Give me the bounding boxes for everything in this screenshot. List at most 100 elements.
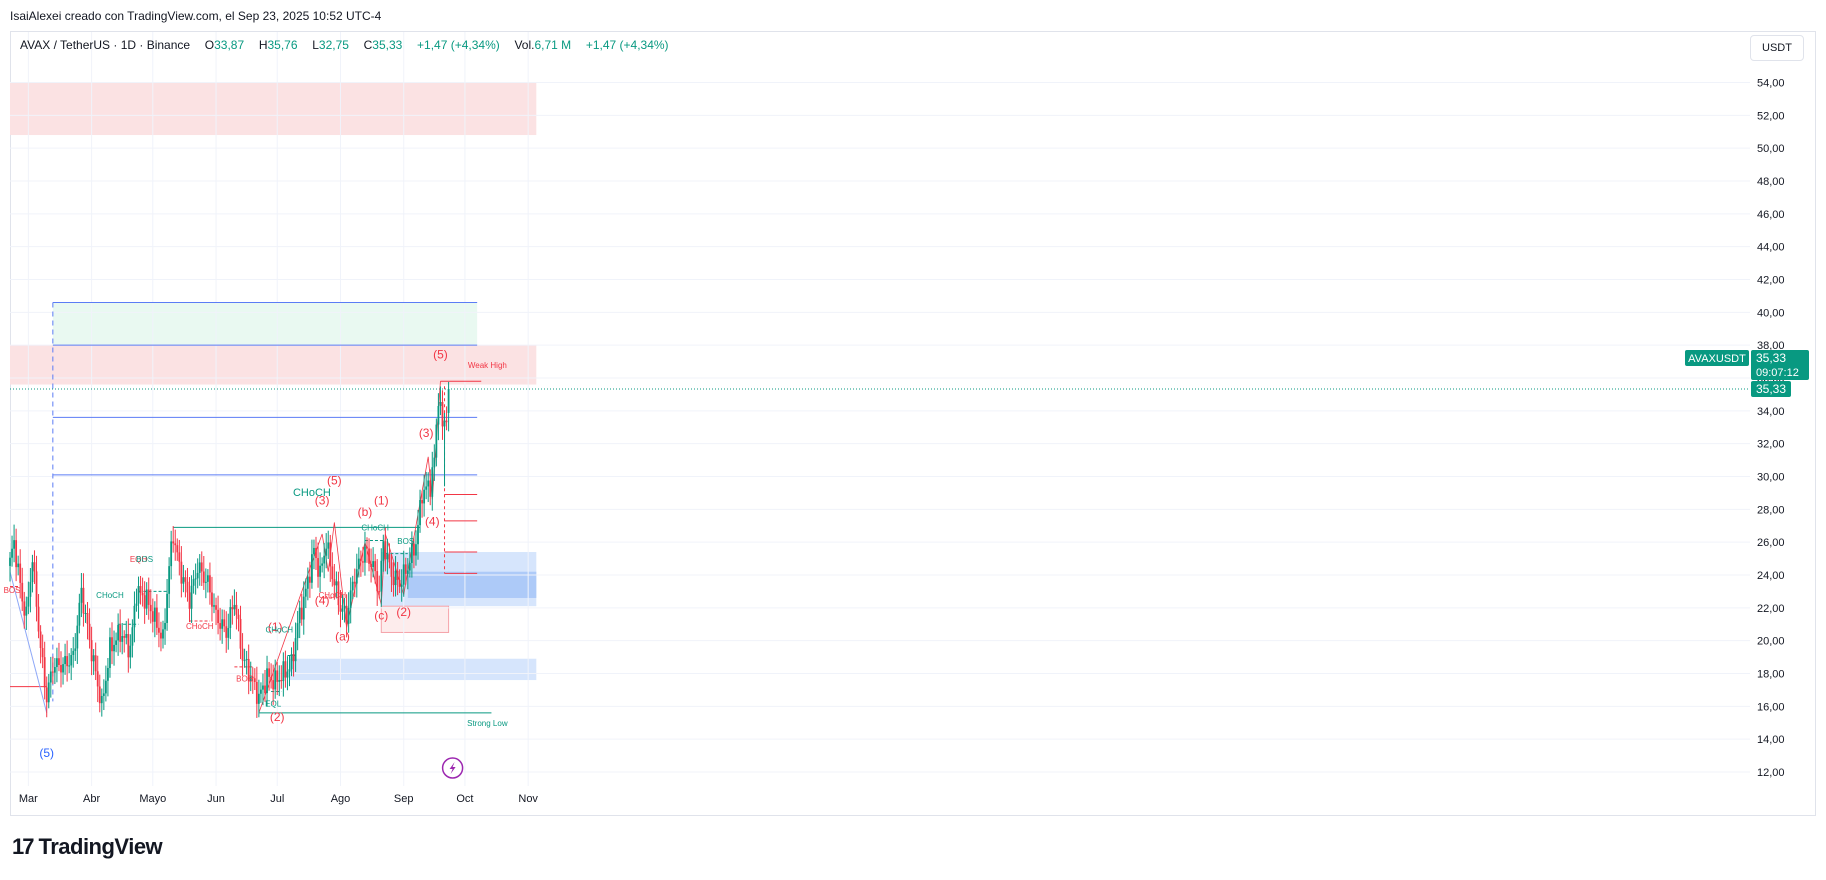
candle-body	[317, 558, 319, 577]
candle-body	[200, 562, 203, 572]
candle-body	[441, 402, 444, 427]
candle-body	[206, 575, 209, 582]
legend-vol-change: +1,47 (+4,34%)	[585, 38, 669, 52]
candle-body	[364, 546, 366, 563]
candle-body	[100, 695, 103, 704]
candle-body	[433, 457, 436, 468]
y-tick-label: 34,00	[1757, 406, 1785, 418]
candle-body	[102, 693, 105, 696]
legend-symbol[interactable]: AVAX / TetherUS · 1D · Binance	[20, 38, 191, 52]
candle-body	[321, 563, 324, 566]
legend-open-value: 33,87	[214, 38, 245, 52]
candle-body	[188, 592, 191, 609]
candle-body	[135, 603, 138, 606]
candle-body	[413, 543, 415, 556]
candle-body	[198, 562, 201, 573]
annotation-label: CHoCH	[293, 487, 331, 499]
candle-body	[421, 500, 423, 504]
candle-body	[19, 563, 22, 583]
annotation-label: CHoCH	[319, 591, 347, 600]
candle-body	[382, 541, 385, 561]
candle-body	[357, 558, 360, 570]
candle-body	[66, 656, 69, 667]
candle-body	[435, 424, 438, 458]
candle-body	[9, 557, 11, 566]
legend-close-value: 35,33	[372, 38, 403, 52]
candle-body	[184, 577, 187, 582]
candle-body	[27, 596, 30, 607]
x-tick-label: Mar	[19, 793, 38, 805]
tradingview-logo[interactable]: 17 TradingView	[12, 833, 163, 861]
x-tick-label: Jun	[207, 793, 225, 805]
zone-demand-lower	[289, 658, 537, 681]
legend-low-value: 32,75	[318, 38, 349, 52]
tradingview-logo-icon: 17	[12, 834, 35, 859]
candle-body	[90, 640, 93, 662]
candle-body	[186, 581, 189, 593]
currency-selector[interactable]: USDT	[1750, 35, 1804, 61]
candle-body	[25, 606, 28, 616]
candle-body	[76, 625, 79, 649]
candle-body	[213, 605, 215, 607]
y-tick-label: 14,00	[1757, 734, 1785, 746]
candle-body	[158, 627, 160, 633]
candle-body	[92, 655, 95, 662]
x-tick-label: Sep	[394, 793, 414, 805]
candle-body	[211, 592, 213, 607]
candle-body	[249, 676, 252, 682]
candle-body	[35, 571, 38, 607]
annotation-label: (5)	[433, 347, 448, 361]
candle-body	[125, 634, 128, 638]
candle-body	[268, 668, 270, 677]
candle-body	[168, 566, 171, 594]
candle-body	[202, 571, 205, 583]
zone-demand-inner	[407, 571, 537, 598]
candle-body	[162, 629, 164, 639]
candle-body	[229, 607, 232, 629]
candle-body	[349, 590, 352, 608]
annotation-label: BOS	[136, 555, 153, 564]
candle-body	[113, 644, 115, 652]
legend-high-value: 35,76	[267, 38, 298, 52]
candle-body	[313, 547, 315, 555]
candle-body	[390, 562, 393, 577]
candle-body	[245, 658, 248, 661]
y-tick-label: 40,00	[1757, 307, 1785, 319]
candle-body	[410, 543, 413, 563]
candle-body	[68, 665, 71, 667]
annotation-label: (2)	[396, 605, 411, 619]
candle-body	[323, 555, 326, 564]
candle-body	[429, 480, 432, 497]
candle-body	[292, 654, 295, 662]
candle-body	[121, 636, 124, 642]
candle-body	[280, 680, 283, 682]
candle-body	[300, 607, 303, 620]
candle-body	[270, 676, 273, 681]
candle-body	[237, 614, 240, 619]
annotation-label: Weak High	[468, 361, 507, 370]
candle-body	[343, 605, 346, 609]
candle-body	[56, 658, 58, 668]
candle-body	[11, 548, 13, 558]
candle-body	[233, 604, 236, 610]
candle-body	[351, 581, 354, 591]
candle-body	[84, 613, 87, 615]
y-tick-label: 24,00	[1757, 570, 1785, 582]
candle-body	[17, 563, 20, 568]
candle-body	[192, 579, 195, 586]
candle-body	[408, 562, 411, 571]
candle-body	[160, 632, 162, 639]
y-tick-label: 46,00	[1757, 209, 1785, 221]
candle-body	[98, 686, 101, 704]
annotation-label: (1)	[374, 493, 389, 507]
candle-body	[47, 682, 50, 703]
y-tick-label: 52,00	[1757, 110, 1785, 122]
candle-body	[151, 611, 154, 622]
symbol-tag-label: AVAXUSDT	[1688, 353, 1746, 365]
legend-change: +1,47 (+4,34%)	[417, 38, 500, 52]
candle-body	[296, 623, 299, 639]
y-tick-label: 54,00	[1757, 77, 1785, 89]
candle-body	[129, 645, 132, 658]
candle-body	[15, 540, 18, 568]
